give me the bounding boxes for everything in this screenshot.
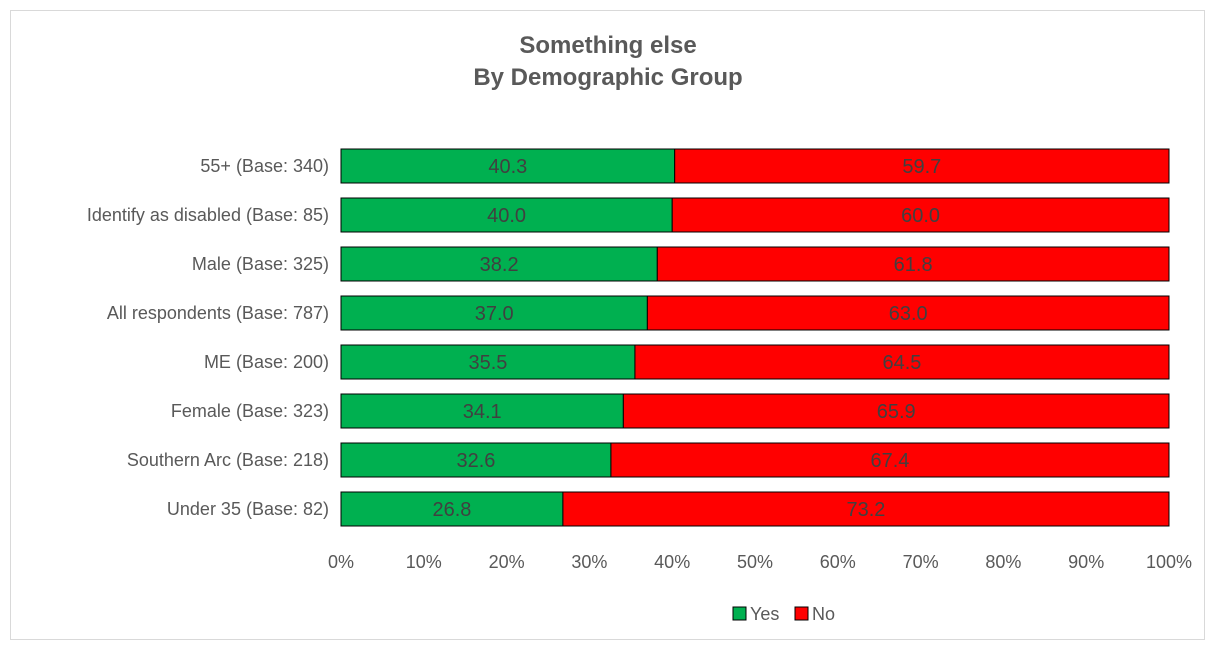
x-tick-label: 20%	[489, 552, 525, 572]
bar-segment-no	[622, 393, 1170, 429]
bar-segment-yes	[340, 295, 648, 331]
bar-segment-no	[634, 344, 1170, 380]
x-axis: 0% 10% 20% 30% 40% 50% 60% 70% 80% 90% 100%	[328, 552, 1192, 572]
data-label: 35.5	[469, 352, 508, 374]
data-label: 40.3	[488, 156, 527, 178]
category-label: 55+ (Base: 340)	[200, 156, 329, 176]
data-label: 64.5	[883, 352, 922, 374]
bars-layer: 40.3 59.7 40.0 60.0 38.2 61.8 37.0 63.0 35.5 64.5…	[340, 148, 1170, 527]
data-label: 38.2	[480, 254, 519, 276]
legend-label-no: No	[812, 604, 835, 624]
data-label: 73.2	[846, 499, 885, 521]
bar-segment-no	[610, 442, 1170, 478]
category-label: Southern Arc (Base: 218)	[127, 450, 329, 470]
data-label: 60.0	[901, 205, 940, 227]
x-tick-label: 40%	[654, 552, 690, 572]
bar-segment-no	[562, 491, 1170, 527]
data-label: 59.7	[902, 156, 941, 178]
bar-segment-yes	[340, 148, 676, 184]
data-label: 61.8	[894, 254, 933, 276]
data-label: 40.0	[487, 205, 526, 227]
bar-segment-no	[656, 246, 1170, 282]
x-tick-label: 30%	[571, 552, 607, 572]
data-label: 32.6	[456, 450, 495, 472]
bar-segment-yes	[340, 246, 658, 282]
category-label: ME (Base: 200)	[204, 352, 329, 372]
legend: Yes No	[732, 604, 835, 624]
category-label: Male (Base: 325)	[192, 254, 329, 274]
category-label: Female (Base: 323)	[171, 401, 329, 421]
x-tick-label: 70%	[903, 552, 939, 572]
bar-segment-no	[671, 197, 1170, 233]
legend-swatch-yes	[732, 606, 747, 621]
bar-segment-yes	[340, 344, 636, 380]
data-label: 65.9	[877, 401, 916, 423]
x-tick-label: 0%	[328, 552, 354, 572]
bar-segment-yes	[340, 197, 673, 233]
x-tick-label: 90%	[1068, 552, 1104, 572]
data-label: 37.0	[475, 303, 514, 325]
x-tick-label: 10%	[406, 552, 442, 572]
data-label: 63.0	[889, 303, 928, 325]
data-label: 34.1	[463, 401, 502, 423]
legend-label-yes: Yes	[750, 604, 779, 624]
chart-subtitle: By Demographic Group	[473, 64, 742, 91]
data-label: 67.4	[870, 450, 909, 472]
x-tick-label: 80%	[985, 552, 1021, 572]
x-tick-label: 50%	[737, 552, 773, 572]
bar-segment-no	[646, 295, 1170, 331]
stacked-bar-chart: Something else By Demographic Group 40.3…	[87, 32, 1192, 624]
bar-segment-yes	[340, 442, 612, 478]
legend-swatch-no	[794, 606, 809, 621]
data-label: 26.8	[432, 499, 471, 521]
bar-segment-no	[674, 148, 1170, 184]
category-labels: 55+ (Base: 340) Identify as disabled (Bas…	[87, 156, 329, 519]
x-tick-label: 100%	[1146, 552, 1192, 572]
category-label: All respondents (Base: 787)	[107, 303, 329, 323]
category-label: Identify as disabled (Base: 85)	[87, 205, 329, 225]
chart-area: Something else By Demographic Group 40.3…	[10, 10, 1205, 640]
category-label: Under 35 (Base: 82)	[167, 499, 329, 519]
chart-title: Something else	[519, 32, 696, 59]
x-tick-label: 60%	[820, 552, 856, 572]
